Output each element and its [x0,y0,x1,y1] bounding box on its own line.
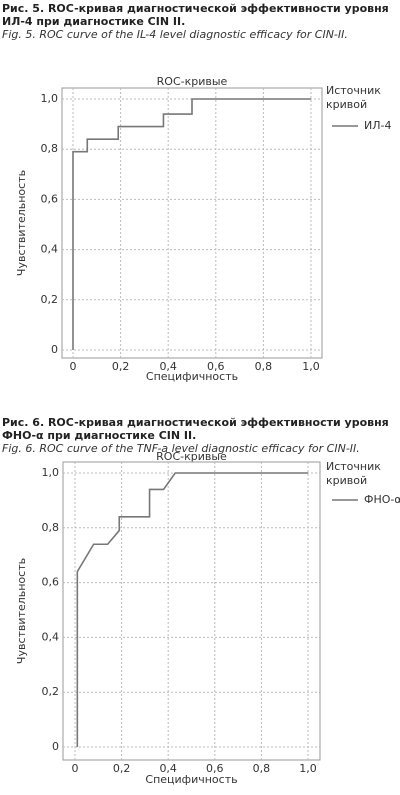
caption-en: Fig. 6. ROC curve of the TNF-a level dia… [2,442,360,455]
x-tick-label: 1,0 [299,762,317,775]
caption-en: Fig. 5. ROC curve of the IL-4 level diag… [2,28,348,41]
y-tick-label: 0,6 [42,576,60,589]
y-axis-label: Чувствительность [15,558,28,664]
plot-frame [62,461,321,761]
roc-line [72,98,311,350]
x-tick-label: 0,2 [113,762,131,775]
caption: Рис. 5. ROC-кривая диагностической эффек… [2,2,394,41]
caption-ru: Рис. 6. ROC-кривая диагностической эффек… [2,416,389,442]
x-tick-label: 0 [72,762,79,775]
legend-title: Источник кривой [326,84,381,111]
x-tick-label: 0,4 [159,360,177,373]
chart-title: ROC-кривые [157,75,228,88]
x-tick-label: 0 [70,360,77,373]
chart-title: ROC-кривые [156,450,227,463]
x-tick-label: 0,2 [112,360,130,373]
caption-ru: Рис. 5. ROC-кривая диагностической эффек… [2,2,389,28]
legend-title: Источник кривой [326,460,381,487]
y-tick-label: 1,0 [41,92,59,105]
y-tick-label: 1,0 [42,466,60,479]
legend-label: ФНО-α [364,493,400,506]
x-tick-label: 0,6 [206,762,224,775]
roc-line [76,472,308,747]
y-tick-label: 0,8 [42,521,60,534]
y-tick-label: 0 [51,343,58,356]
x-tick-label: 0,8 [253,762,271,775]
y-tick-label: 0,6 [41,192,59,205]
legend-label: ИЛ-4 [364,119,391,132]
y-tick-label: 0,2 [41,293,59,306]
x-axis-label: Специфичность [146,370,238,383]
y-tick-label: 0,4 [41,243,59,256]
x-axis-label: Специфичность [145,773,237,786]
x-tick-label: 1,0 [302,360,320,373]
y-tick-label: 0 [52,740,59,753]
x-tick-label: 0,8 [255,360,273,373]
y-tick-label: 0,2 [42,685,60,698]
x-tick-label: 0,4 [159,762,177,775]
caption: Рис. 6. ROC-кривая диагностической эффек… [2,416,394,455]
plot-frame [61,87,323,359]
y-tick-label: 0,8 [41,142,59,155]
y-axis-label: Чувствительность [15,170,28,276]
x-tick-label: 0,6 [207,360,225,373]
y-tick-label: 0,4 [42,630,60,643]
